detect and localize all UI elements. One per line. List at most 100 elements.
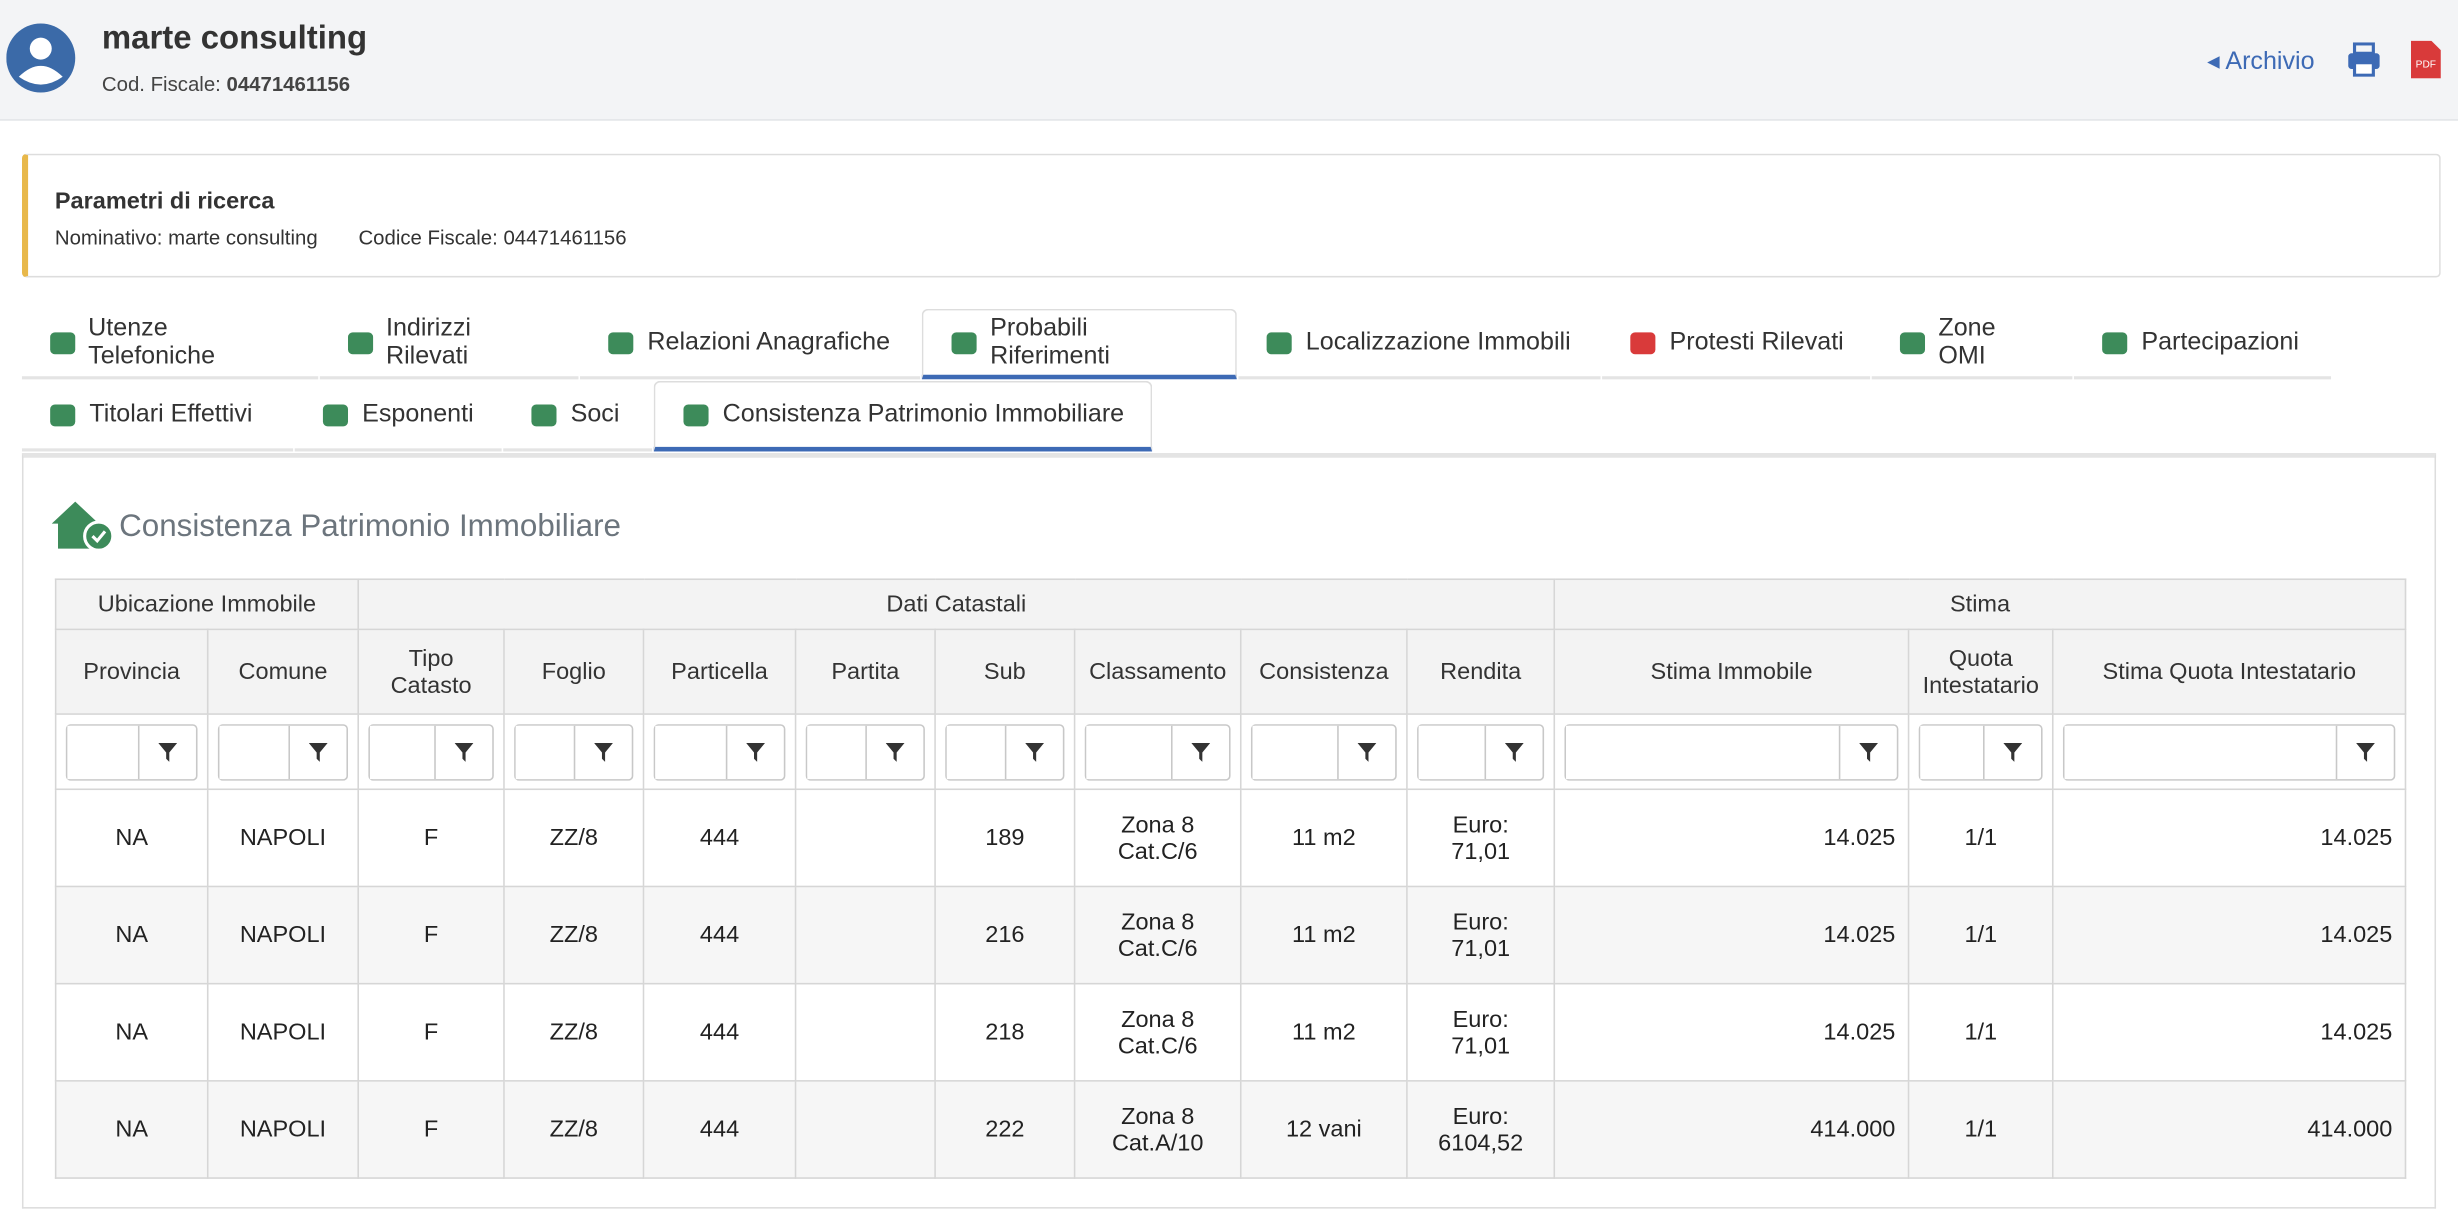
data-cell: 14.025 (2053, 984, 2406, 1081)
tab[interactable]: Utenze Telefoniche (22, 309, 318, 380)
data-cell: 11 m2 (1241, 984, 1407, 1081)
filter-input[interactable] (1566, 725, 1840, 778)
filter-input[interactable] (1086, 725, 1172, 778)
column-header: Quota Intestatario (1909, 629, 2053, 714)
filter-button[interactable] (727, 725, 783, 778)
tab-label: Probabili Riferimenti (990, 314, 1210, 370)
data-cell: NAPOLI (208, 984, 359, 1081)
data-cell: 216 (935, 886, 1075, 983)
filter-icon (1859, 742, 1878, 761)
filter-input[interactable] (67, 725, 139, 778)
tab[interactable]: Soci (503, 381, 652, 452)
tab[interactable]: Relazioni Anagrafiche (580, 309, 920, 380)
column-header: Classamento (1075, 629, 1241, 714)
tab[interactable]: Indirizzi Rilevati (320, 309, 579, 380)
data-cell: Euro: 71,01 (1407, 789, 1554, 886)
filter-cell (2053, 714, 2406, 789)
filter (514, 723, 633, 779)
tab-icon (320, 401, 351, 429)
tab[interactable]: Protesti Rilevati (1602, 309, 1870, 380)
data-cell: 14.025 (1554, 886, 1908, 983)
data-cell: Euro: 71,01 (1407, 984, 1554, 1081)
section-title: Consistenza Patrimonio Immobiliare (119, 509, 621, 545)
tab[interactable]: Probabili Riferimenti (922, 309, 1237, 380)
tab-icon (528, 401, 559, 429)
filter-button[interactable] (1486, 725, 1542, 778)
cf-label: Cod. Fiscale: (102, 72, 221, 96)
archive-text: Archivio (2225, 49, 2314, 76)
data-cell: NAPOLI (208, 1081, 359, 1178)
data-cell: 11 m2 (1241, 789, 1407, 886)
data-cell: 12 vani (1241, 1081, 1407, 1178)
tab-label: Relazioni Anagrafiche (647, 328, 890, 356)
data-row: NANAPOLIFZZ/8444218Zona 8 Cat.C/611 m2Eu… (56, 984, 2406, 1081)
tab-icon (2099, 328, 2130, 356)
data-row: NANAPOLIFZZ/8444189Zona 8 Cat.C/611 m2Eu… (56, 789, 2406, 886)
filter-icon (746, 742, 765, 761)
filter-input[interactable] (2065, 725, 2338, 778)
filter-icon (1358, 742, 1377, 761)
tab-icon (605, 328, 636, 356)
tab[interactable]: Consistenza Patrimonio Immobiliare (654, 381, 1152, 452)
filter-button[interactable] (575, 725, 631, 778)
data-cell: 414.000 (2053, 1081, 2406, 1178)
pdf-button[interactable]: PDF (2411, 41, 2442, 79)
filter-button[interactable] (436, 725, 492, 778)
filter-input[interactable] (370, 725, 436, 778)
filter-button[interactable] (1173, 725, 1229, 778)
filter-button[interactable] (290, 725, 346, 778)
filter (1417, 723, 1544, 779)
tab[interactable]: Partecipazioni (2074, 309, 2331, 380)
tab[interactable]: Zone OMI (1872, 309, 2073, 380)
tab-icon (47, 401, 78, 429)
data-cell: Euro: 71,01 (1407, 886, 1554, 983)
column-header: Particella (644, 629, 796, 714)
filter-button[interactable] (1339, 725, 1395, 778)
filter-cell (644, 714, 796, 789)
tab[interactable]: Localizzazione Immobili (1238, 309, 1600, 380)
filter-button[interactable] (867, 725, 923, 778)
filter-input[interactable] (655, 725, 727, 778)
filter-input[interactable] (219, 725, 290, 778)
data-cell: 14.025 (2053, 886, 2406, 983)
filter-button[interactable] (140, 725, 196, 778)
filter-icon (886, 742, 905, 761)
tab[interactable]: Titolari Effettivi (22, 381, 293, 452)
data-cell: ZZ/8 (504, 984, 644, 1081)
avatar (6, 24, 77, 95)
company-name: marte consulting (102, 20, 367, 58)
filter-cell (208, 714, 359, 789)
data-cell: NA (56, 886, 208, 983)
tab-label: Titolari Effettivi (89, 401, 252, 429)
column-header: Stima Quota Intestatario (2053, 629, 2406, 714)
top-bar: marte consulting Cod. Fiscale: 044714611… (0, 0, 2458, 121)
filter (1919, 723, 2043, 779)
tab-icon (345, 328, 375, 356)
filter-row (56, 714, 2406, 789)
filter-input[interactable] (516, 725, 576, 778)
filter-icon (309, 742, 328, 761)
archive-link[interactable]: ◂ Archivio (2207, 45, 2314, 76)
data-cell: ZZ/8 (504, 789, 644, 886)
filter-button[interactable] (1006, 725, 1062, 778)
filter-input[interactable] (947, 725, 1007, 778)
tab-icon (680, 401, 711, 429)
data-cell: F (358, 984, 504, 1081)
group-header: Stima (1554, 579, 2405, 629)
section-icon (52, 500, 115, 553)
filter-icon (1025, 742, 1044, 761)
print-button[interactable] (2347, 42, 2381, 76)
filter-button[interactable] (2337, 725, 2393, 778)
filter-input[interactable] (807, 725, 867, 778)
tab-icon (1897, 328, 1928, 356)
tab[interactable]: Esponenti (295, 381, 502, 452)
filter-input[interactable] (1419, 725, 1487, 778)
filter-button[interactable] (1985, 725, 2041, 778)
filter (654, 723, 786, 779)
filter-button[interactable] (1841, 725, 1897, 778)
filter-input[interactable] (1920, 725, 1984, 778)
column-header: Foglio (504, 629, 644, 714)
filter-input[interactable] (1253, 725, 1339, 778)
